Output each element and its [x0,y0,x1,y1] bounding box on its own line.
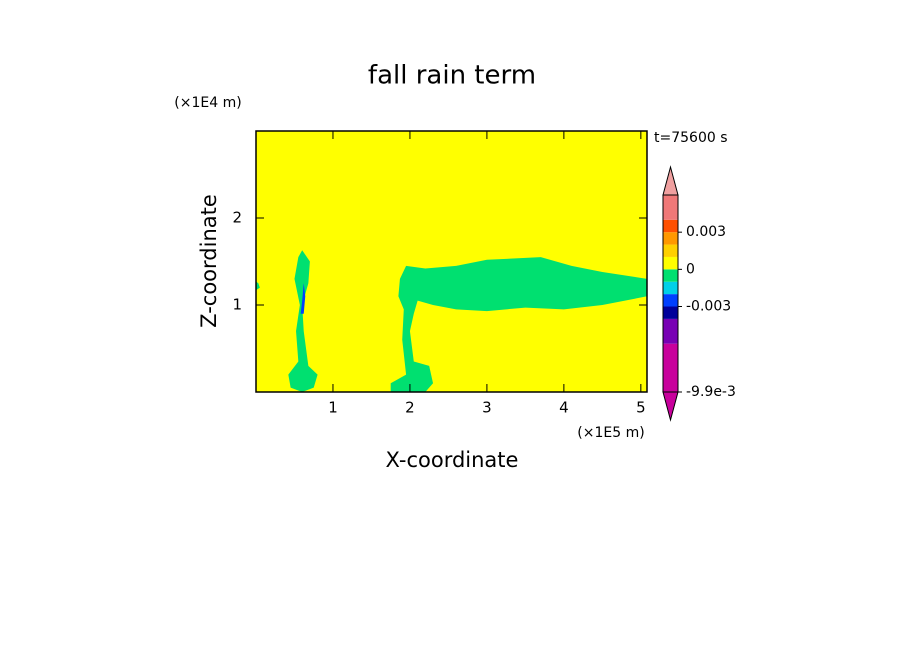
x-tick-label: 1 [328,399,338,417]
colorbar-band [663,232,678,245]
field-background [256,131,647,392]
x-tick-label: 5 [636,399,646,417]
x-tick-label: 3 [482,399,492,417]
colorbar-tick-label: 0 [686,261,695,277]
contour-region [390,257,647,392]
colorbar-band [663,343,678,392]
x-unit: (×1E5 m) [577,425,644,441]
colorbar-band [663,281,678,295]
colorbar-band [663,219,678,233]
plot-frame [255,130,648,393]
chart-title: fall rain term [368,61,536,91]
y-tick-label: 1 [232,296,242,314]
colorbar-band [663,269,678,282]
x-tick-label: 4 [559,399,569,417]
colorbar-tick-label: -9.9e-3 [686,384,736,400]
y-tick-label: 2 [232,209,242,227]
colorbar-band [663,294,678,307]
time-annotation: t=75600 s [654,130,728,146]
colorbar-band [663,244,678,257]
y-axis-label: Z-coordinate [197,194,221,328]
y-unit: (×1E4 m) [174,95,241,111]
contour-region [288,250,318,392]
colorbar-tick-label: 0.003 [686,224,726,240]
x-axis-label: X-coordinate [386,448,519,472]
x-tick-label: 2 [405,399,415,417]
colorbar-band [663,195,678,220]
contour-region [300,283,306,314]
contour-region [256,281,260,291]
colorbar-band [663,306,678,319]
colorbar-band [663,318,678,344]
colorbar-band [663,256,678,270]
colorbar-frame [662,194,679,393]
colorbar-tick-label: -0.003 [686,299,731,315]
